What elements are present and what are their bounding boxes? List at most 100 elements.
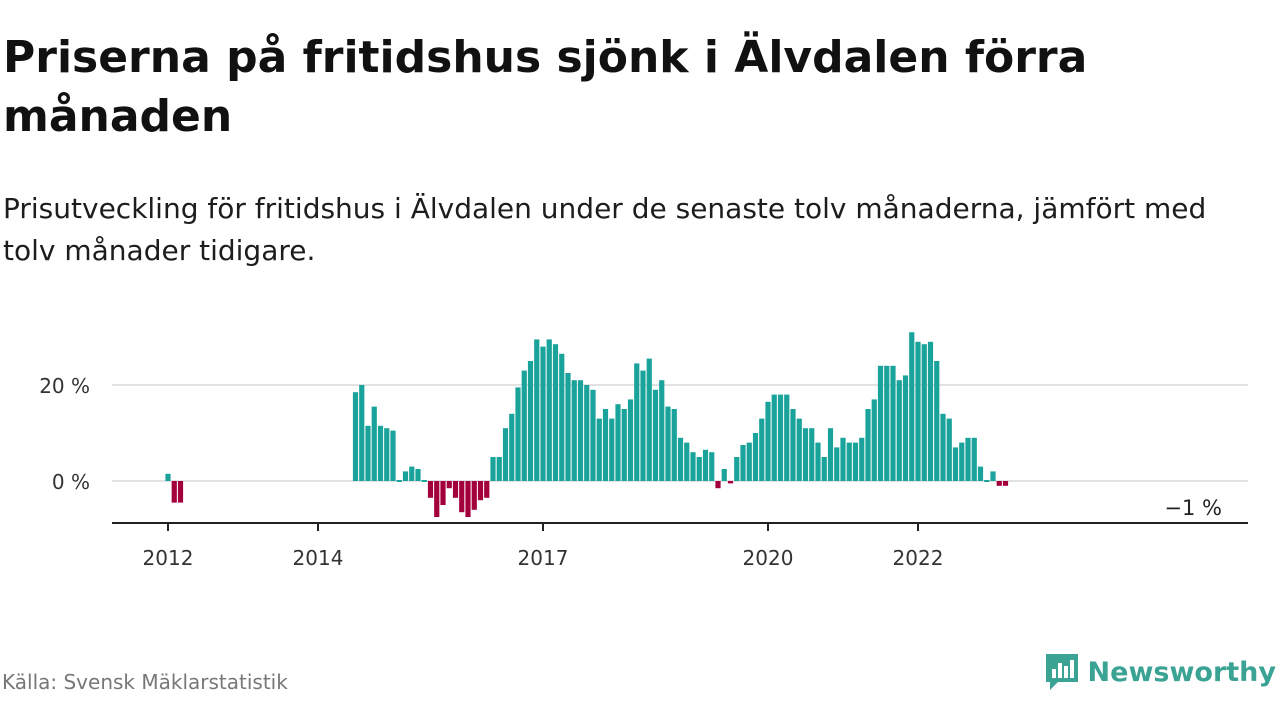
bar [734, 457, 740, 481]
bar [677, 437, 684, 481]
end-value-label: −1 % [1164, 496, 1222, 520]
bar [459, 481, 465, 513]
bar [915, 341, 921, 481]
bar [984, 480, 990, 482]
bar [527, 361, 534, 481]
bar [896, 380, 902, 481]
x-tick-label: 2020 [743, 546, 794, 570]
brand[interactable]: Newsworthy [1044, 652, 1276, 692]
bar [777, 394, 784, 481]
bar [559, 353, 565, 481]
bar [384, 428, 390, 481]
bar [477, 481, 484, 501]
bar [840, 437, 846, 481]
bar [390, 430, 396, 481]
bar [471, 481, 477, 510]
newsworthy-logo-icon [1045, 654, 1078, 690]
bar [502, 428, 509, 481]
bar [934, 361, 940, 481]
bar [909, 332, 915, 481]
bar [877, 365, 884, 481]
bar [359, 385, 365, 481]
bar [927, 341, 934, 481]
bar [952, 447, 959, 481]
bar [959, 442, 965, 481]
bar [759, 418, 765, 481]
bar [752, 433, 759, 481]
bar [515, 387, 521, 481]
bar [902, 375, 909, 481]
bar [865, 409, 871, 481]
bar [446, 481, 452, 489]
bar [577, 380, 584, 481]
bar [846, 442, 852, 481]
bar [721, 469, 727, 481]
bar [996, 481, 1002, 486]
bar [602, 409, 609, 481]
bar [746, 442, 752, 481]
bar [440, 481, 446, 505]
bar [702, 449, 709, 481]
y-tick-label: 20 % [39, 374, 90, 398]
bar [609, 418, 615, 481]
bar [946, 418, 952, 481]
bar [421, 480, 427, 482]
bar [884, 365, 890, 481]
bar [396, 480, 402, 482]
bar [709, 452, 715, 481]
bar [727, 481, 734, 484]
bar [859, 437, 865, 481]
bar [671, 409, 677, 481]
bar [165, 473, 171, 481]
bar [490, 457, 496, 481]
bar [790, 409, 796, 481]
bar [171, 481, 177, 503]
bar [684, 442, 690, 481]
bar [940, 413, 946, 481]
bar [827, 428, 834, 481]
bar [834, 447, 840, 481]
bar [634, 363, 640, 481]
bar [621, 409, 627, 481]
bar [365, 425, 371, 481]
bar [646, 358, 652, 481]
x-tick-label: 2012 [143, 546, 194, 570]
bar [352, 392, 359, 481]
bar [809, 428, 815, 481]
bar [371, 406, 377, 481]
bar [665, 406, 671, 481]
bar [771, 394, 777, 481]
bar [615, 404, 621, 481]
bar [1002, 481, 1009, 486]
bar [415, 469, 421, 481]
bar [571, 380, 577, 481]
bar [452, 481, 459, 498]
bar [890, 365, 896, 481]
bar [409, 466, 415, 481]
bar [584, 385, 590, 481]
bar [990, 471, 996, 481]
bar [977, 466, 984, 481]
x-tick-label: 2022 [893, 546, 944, 570]
bar [640, 370, 646, 481]
bar [871, 399, 877, 481]
bar [652, 389, 659, 481]
chart-title: Priserna på fritidshus sjönk i Älvdalen … [3, 32, 1088, 142]
bar [921, 344, 927, 481]
brand-name: Newsworthy [1087, 656, 1276, 688]
bar [521, 370, 527, 481]
bar [402, 471, 409, 481]
bar [690, 452, 696, 481]
bar [534, 339, 540, 481]
bar [540, 346, 546, 481]
bar [552, 344, 559, 481]
bar [627, 399, 634, 481]
bar [965, 437, 971, 481]
bar [427, 481, 434, 498]
bar [546, 339, 552, 481]
bar [484, 481, 490, 498]
bar [815, 442, 821, 481]
source-note: Källa: Svensk Mäklarstatistik [2, 670, 288, 694]
bar [496, 457, 502, 481]
bar [434, 481, 440, 517]
